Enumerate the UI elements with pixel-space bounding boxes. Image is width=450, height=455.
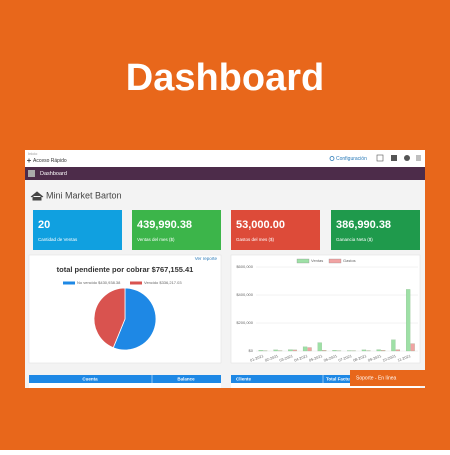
stat-value: 53,000.00 [236, 219, 285, 231]
bar [303, 347, 307, 351]
settings-menu[interactable]: Configuración [336, 156, 367, 162]
column-header: Cliente [236, 377, 252, 382]
stat-label: Ventas del mes ($) [137, 237, 175, 242]
legend-swatch [130, 282, 142, 285]
report-link[interactable]: Ver reporte [195, 256, 218, 261]
legend-label: No vencido $430,938.38 [77, 280, 121, 285]
legend-swatch [63, 282, 75, 285]
legend-swatch [297, 259, 309, 263]
bar [288, 350, 292, 351]
legend-label: Vencido $336,217.03 [144, 280, 182, 285]
bar [274, 350, 278, 351]
column-header: Balance [177, 377, 195, 382]
quick-access[interactable]: Acceso Rápido [33, 158, 67, 164]
stat-label: Gastos del mes ($) [236, 237, 275, 242]
nav-bar [25, 167, 425, 180]
stat-label: Cantidad de Ventas [38, 237, 78, 242]
y-tick-label: $400,000 [236, 292, 253, 297]
bar [396, 350, 400, 351]
bar [308, 348, 312, 352]
stat-value: 20 [38, 219, 50, 231]
legend-label: Gastos [343, 258, 356, 263]
bar [362, 350, 366, 351]
support-label[interactable]: Soporte - En línea [356, 375, 397, 381]
stat-value: 386,990.38 [336, 219, 391, 231]
breadcrumb: Inicio [28, 151, 38, 156]
nav-dashboard[interactable]: Dashboard [40, 171, 67, 177]
legend-label: Ventas [311, 258, 323, 263]
column-header: Cuenta [82, 377, 98, 382]
bar [322, 350, 326, 351]
flag-button[interactable] [391, 155, 397, 161]
page-title: Dashboard [126, 57, 324, 99]
bar [259, 350, 263, 351]
bar [411, 344, 415, 351]
bar [406, 289, 410, 351]
pie-title: total pendiente por cobrar $767,155.41 [57, 265, 194, 274]
bar [293, 350, 297, 351]
company-name: Mini Market Barton [46, 190, 122, 200]
stat-label: Ganancia Neta ($) [336, 237, 373, 242]
nav-icon [28, 170, 35, 177]
bar [391, 340, 395, 351]
bar [333, 350, 337, 351]
y-tick-label: $600,000 [236, 264, 253, 269]
legend-swatch [329, 259, 341, 263]
bar [318, 343, 322, 351]
y-tick-label: $200,000 [236, 320, 253, 325]
stat-value: 439,990.38 [137, 219, 192, 231]
bar [381, 350, 385, 351]
help-button[interactable] [404, 155, 410, 161]
y-tick-label: $0 [249, 348, 254, 353]
bar [377, 350, 381, 351]
